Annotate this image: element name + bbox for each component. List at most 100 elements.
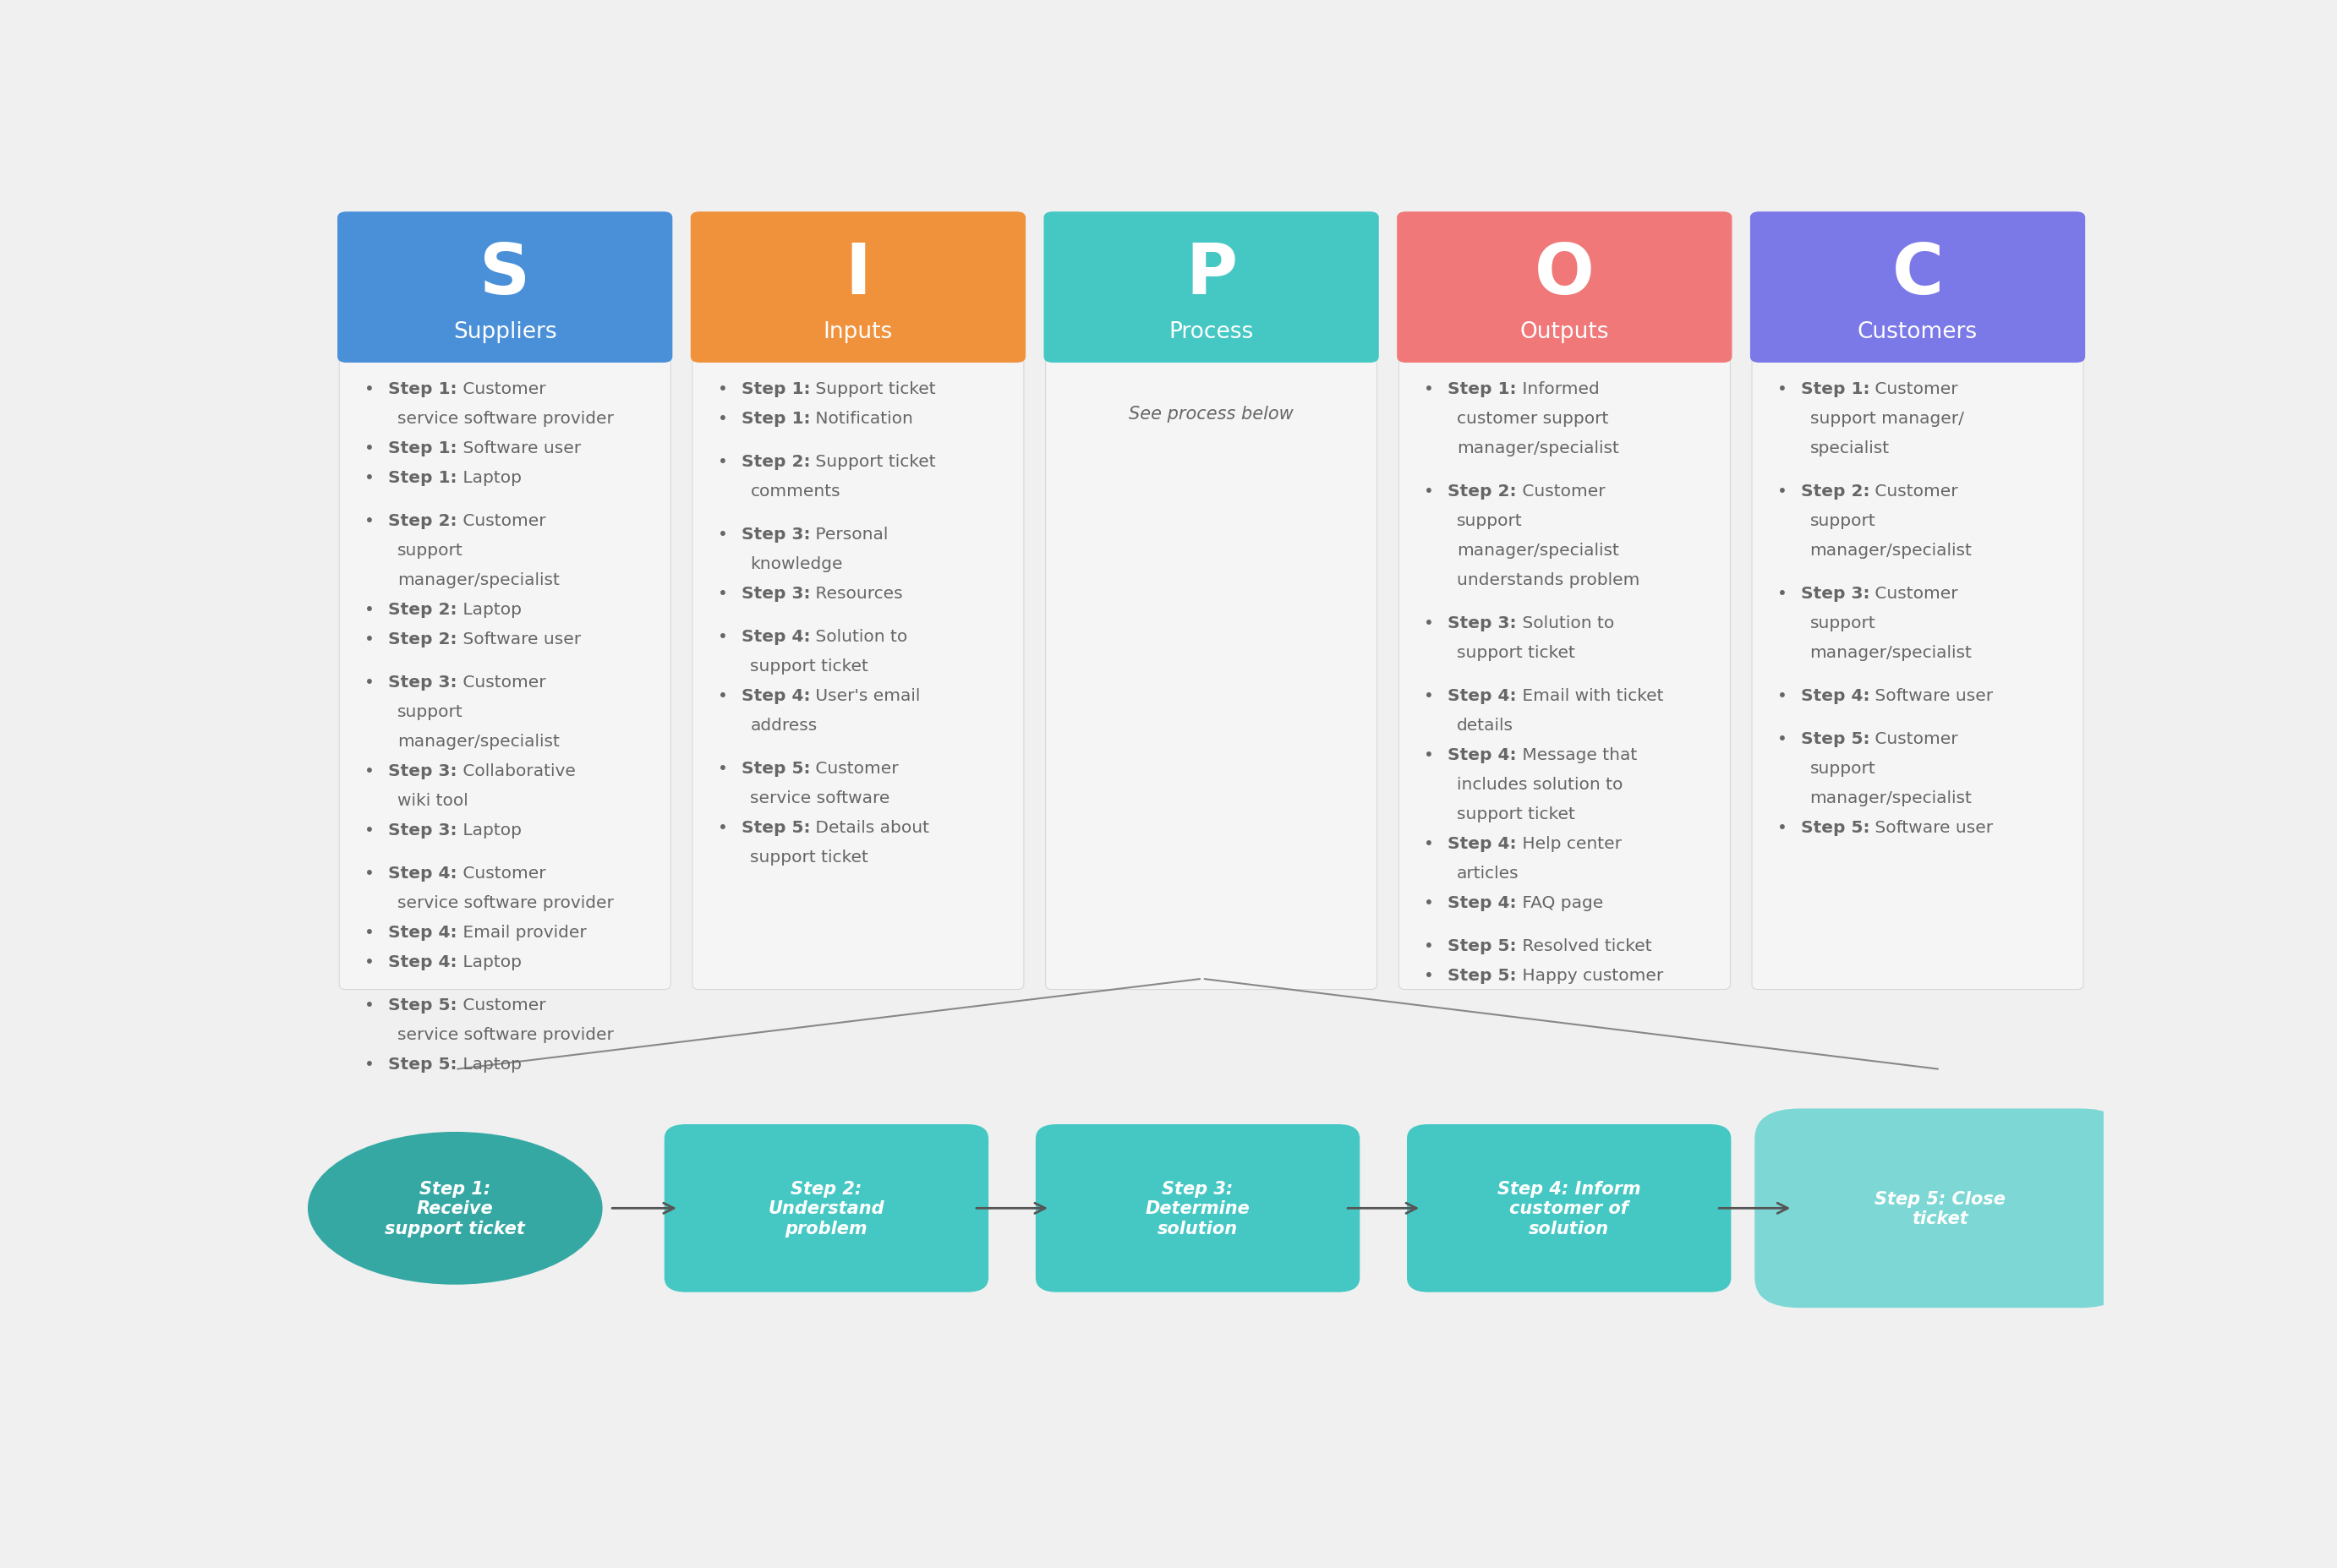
- FancyBboxPatch shape: [664, 1124, 989, 1292]
- Text: wiki tool: wiki tool: [397, 792, 467, 809]
- Text: •: •: [365, 924, 374, 941]
- Text: Step 5:: Step 5:: [1802, 731, 1870, 746]
- Text: Step 3:: Step 3:: [1802, 585, 1870, 602]
- Text: I: I: [846, 240, 872, 307]
- Text: •: •: [365, 822, 374, 839]
- Text: comments: comments: [750, 483, 841, 500]
- Text: •: •: [717, 381, 727, 397]
- Text: Step 2:: Step 2:: [1802, 483, 1870, 500]
- Text: •: •: [1776, 483, 1788, 500]
- Text: Resolved ticket: Resolved ticket: [1517, 938, 1652, 953]
- Text: •: •: [1776, 731, 1788, 746]
- Text: manager/specialist: manager/specialist: [1809, 543, 1972, 558]
- Text: •: •: [365, 602, 374, 618]
- FancyBboxPatch shape: [1750, 212, 2085, 364]
- Text: support manager/: support manager/: [1809, 411, 1963, 426]
- Text: Step 3:: Step 3:: [388, 674, 458, 690]
- Text: •: •: [1423, 895, 1435, 911]
- Text: Step 5:: Step 5:: [741, 818, 811, 836]
- Text: Laptop: Laptop: [458, 602, 521, 618]
- Text: Step 1:: Step 1:: [388, 470, 458, 486]
- Text: •: •: [365, 674, 374, 690]
- Text: •: •: [717, 411, 727, 426]
- Text: Step 2:: Step 2:: [388, 602, 458, 618]
- Text: Step 2:: Step 2:: [1447, 483, 1517, 500]
- Text: •: •: [1423, 381, 1435, 397]
- Text: Step 4:: Step 4:: [388, 953, 458, 969]
- Text: •: •: [365, 381, 374, 397]
- Text: Customer: Customer: [458, 381, 545, 397]
- FancyBboxPatch shape: [337, 212, 673, 364]
- Text: support: support: [397, 704, 463, 720]
- Text: •: •: [365, 513, 374, 528]
- Text: support ticket: support ticket: [750, 848, 869, 866]
- Text: Customer: Customer: [458, 997, 545, 1013]
- Text: Personal: Personal: [811, 527, 888, 543]
- Text: Step 5:: Step 5:: [1802, 818, 1870, 836]
- Text: •: •: [1423, 836, 1435, 851]
- Text: Email provider: Email provider: [458, 924, 587, 941]
- Text: •: •: [365, 764, 374, 779]
- Text: O: O: [1535, 240, 1594, 307]
- Text: •: •: [1423, 483, 1435, 500]
- Text: S: S: [479, 240, 530, 307]
- Text: •: •: [1423, 687, 1435, 704]
- FancyBboxPatch shape: [1400, 354, 1729, 989]
- Text: support: support: [1809, 760, 1877, 776]
- Text: Step 3:: Step 3:: [388, 822, 458, 839]
- Text: •: •: [717, 629, 727, 644]
- FancyBboxPatch shape: [1045, 354, 1376, 989]
- Text: FAQ page: FAQ page: [1517, 895, 1603, 911]
- Text: Customer: Customer: [811, 760, 900, 776]
- FancyBboxPatch shape: [692, 354, 1024, 989]
- Text: P: P: [1185, 240, 1236, 307]
- Text: Laptop: Laptop: [458, 953, 521, 969]
- Text: includes solution to: includes solution to: [1456, 776, 1622, 792]
- Text: manager/specialist: manager/specialist: [397, 734, 559, 750]
- Text: Step 1:: Step 1:: [388, 381, 458, 397]
- Text: support ticket: support ticket: [1456, 644, 1575, 660]
- Text: •: •: [717, 585, 727, 602]
- Text: Step 1:: Step 1:: [741, 381, 811, 397]
- FancyBboxPatch shape: [1407, 1124, 1732, 1292]
- Text: Support ticket: Support ticket: [811, 453, 935, 470]
- Text: •: •: [365, 866, 374, 881]
- Text: Informed: Informed: [1517, 381, 1599, 397]
- Text: Step 3:: Step 3:: [741, 527, 811, 543]
- Text: User's email: User's email: [811, 687, 921, 704]
- Text: Step 4:: Step 4:: [1447, 836, 1517, 851]
- Text: manager/specialist: manager/specialist: [1456, 441, 1620, 456]
- Text: •: •: [1776, 687, 1788, 704]
- Text: Step 5:: Step 5:: [388, 997, 458, 1013]
- FancyBboxPatch shape: [1753, 354, 2082, 989]
- Text: Step 5:: Step 5:: [1447, 967, 1517, 983]
- Text: Step 5:: Step 5:: [388, 1055, 458, 1073]
- Text: •: •: [1776, 381, 1788, 397]
- Text: articles: articles: [1456, 866, 1519, 881]
- Text: Software user: Software user: [458, 441, 580, 456]
- Text: service software provider: service software provider: [397, 411, 615, 426]
- Text: Customer: Customer: [1870, 381, 1958, 397]
- Text: service software provider: service software provider: [397, 1025, 615, 1043]
- FancyBboxPatch shape: [1035, 1124, 1360, 1292]
- Text: Customer: Customer: [458, 866, 545, 881]
- FancyBboxPatch shape: [1398, 212, 1732, 364]
- Text: Laptop: Laptop: [458, 822, 521, 839]
- Text: specialist: specialist: [1809, 441, 1891, 456]
- Text: Step 1:: Step 1:: [1447, 381, 1517, 397]
- Text: knowledge: knowledge: [750, 557, 844, 572]
- Text: •: •: [365, 470, 374, 486]
- Text: •: •: [365, 441, 374, 456]
- Text: Email with ticket: Email with ticket: [1517, 687, 1664, 704]
- Text: Customer: Customer: [1870, 483, 1958, 500]
- Text: Details about: Details about: [811, 818, 930, 836]
- Text: Customers: Customers: [1858, 321, 1977, 343]
- Text: Solution to: Solution to: [811, 629, 907, 644]
- Text: Step 4:: Step 4:: [1802, 687, 1870, 704]
- Text: address: address: [750, 717, 818, 734]
- Text: manager/specialist: manager/specialist: [1809, 644, 1972, 660]
- Text: Step 1:: Step 1:: [741, 411, 811, 426]
- Text: Step 5: Close
ticket: Step 5: Close ticket: [1874, 1190, 2005, 1226]
- Text: Laptop: Laptop: [458, 470, 521, 486]
- Text: support: support: [397, 543, 463, 558]
